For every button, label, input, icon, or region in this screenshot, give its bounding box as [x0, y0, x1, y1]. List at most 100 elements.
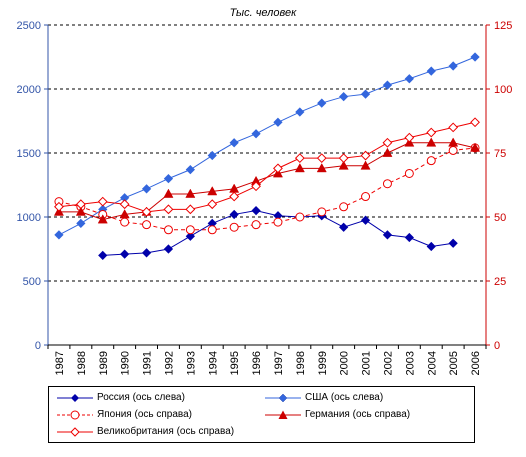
x-tick-label: 1991 — [142, 351, 154, 375]
series-4-point — [229, 191, 240, 202]
x-tick-label: 1988 — [76, 351, 88, 375]
right-tick-label: 75 — [494, 148, 506, 160]
series-2-point — [142, 220, 152, 230]
left-tick-label: 0 — [35, 340, 41, 352]
series-1-point — [317, 98, 327, 108]
series-1-point — [360, 89, 371, 99]
series-0-point — [120, 249, 130, 259]
series-1-point — [404, 74, 414, 84]
series-0-point — [141, 248, 152, 258]
x-tick-label: 2006 — [470, 351, 482, 375]
series-1-point — [448, 61, 458, 71]
series-3-point — [97, 214, 108, 224]
series-2-point — [163, 225, 173, 235]
series-0-point — [404, 232, 414, 243]
series-4-point — [404, 132, 415, 143]
x-tick-label: 2000 — [339, 351, 351, 375]
series-1-point — [273, 117, 283, 127]
x-tick-label: 2002 — [382, 351, 394, 375]
series-4-point — [251, 181, 261, 192]
x-tick-label: 2005 — [448, 351, 460, 375]
series-1-point — [207, 150, 217, 161]
series-1-point — [339, 92, 349, 102]
series-4-point — [97, 196, 108, 207]
x-tick-label: 1995 — [229, 351, 241, 375]
x-tick-label: 1999 — [317, 351, 329, 375]
x-tick-label: 1997 — [273, 351, 285, 375]
right-tick-label: 50 — [494, 212, 506, 224]
series-3-point — [470, 142, 481, 152]
left-tick-label: 1000 — [17, 212, 41, 224]
series-2-point — [273, 217, 283, 227]
chart-title: Тыс. человек — [230, 7, 297, 19]
series-1-point — [426, 66, 436, 76]
left-tick-label: 2000 — [17, 84, 41, 96]
series-3-point — [119, 209, 130, 219]
series-4-point — [294, 153, 305, 164]
series-3-point — [163, 188, 174, 198]
series-1-point — [251, 129, 261, 139]
series-2-point — [185, 225, 195, 235]
x-tick-label: 1987 — [54, 351, 66, 375]
series-1-point — [141, 184, 152, 194]
series-2-point — [251, 220, 261, 230]
series-0-point — [251, 205, 261, 216]
series-4-point — [360, 150, 371, 161]
right-tick-label: 100 — [494, 84, 512, 96]
series-0-point — [382, 230, 393, 240]
series-3-point — [207, 186, 218, 196]
series-4-point — [338, 153, 349, 164]
series-0-point — [185, 231, 195, 241]
series-0-point — [339, 222, 349, 232]
series-3-point — [75, 206, 86, 216]
series-3-point — [316, 163, 327, 173]
x-tick-label: 2001 — [361, 351, 373, 375]
series-1-point — [163, 173, 174, 184]
series-0-point — [448, 238, 458, 248]
series-2-point — [361, 192, 371, 202]
series-4-point — [426, 127, 437, 138]
series-0-point — [360, 215, 371, 225]
x-tick-label: 1990 — [120, 351, 132, 375]
left-tick-label: 2500 — [17, 20, 41, 32]
series-2-point — [229, 222, 239, 232]
series-2-point — [426, 156, 436, 166]
series-2-point — [120, 217, 130, 227]
series-2-point — [448, 145, 458, 155]
series-4-point — [119, 199, 130, 210]
series-4-point — [316, 153, 327, 164]
series-1-point — [229, 138, 239, 148]
series-3-point — [294, 163, 305, 173]
series-2-point — [317, 207, 327, 217]
series-4-point — [185, 204, 196, 215]
series-3-point — [448, 137, 459, 147]
legend: Россия (ось слева) США (ось слева) Япони… — [48, 386, 475, 443]
series-4-point — [470, 117, 480, 128]
right-tick-label: 25 — [494, 276, 506, 288]
series-4-point — [141, 206, 152, 217]
series-3-point — [426, 137, 437, 147]
right-tick-label: 0 — [494, 340, 500, 352]
series-2-point — [295, 212, 305, 222]
series-4-point — [273, 163, 283, 174]
series-4-point — [448, 122, 459, 133]
series-3-point — [382, 147, 393, 157]
series-line-3 — [58, 142, 476, 221]
x-tick-label: 2003 — [404, 351, 416, 375]
series-1-point — [295, 107, 305, 117]
series-4-point — [382, 137, 393, 148]
series-3-point — [185, 188, 196, 198]
series-4-point — [163, 204, 174, 215]
series-0-point — [163, 244, 174, 254]
series-4-point — [207, 199, 218, 210]
series-0-point — [426, 241, 436, 252]
series-2-point — [404, 168, 414, 178]
series-0-point — [98, 250, 108, 261]
series-2-point — [339, 202, 349, 212]
series-4-point — [54, 201, 64, 212]
series-1-point — [382, 80, 393, 90]
series-0-point — [229, 209, 239, 220]
x-tick-label: 1992 — [163, 351, 175, 375]
